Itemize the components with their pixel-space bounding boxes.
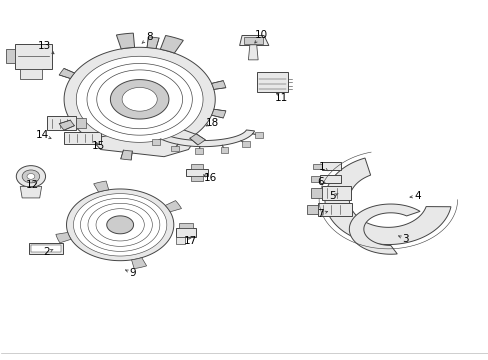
Polygon shape	[131, 258, 146, 269]
Polygon shape	[59, 68, 74, 78]
Polygon shape	[31, 245, 61, 252]
Bar	[254, 132, 262, 138]
Bar	[241, 141, 249, 147]
Text: 10: 10	[254, 30, 267, 40]
Polygon shape	[94, 181, 108, 192]
Polygon shape	[185, 168, 207, 176]
Text: 16: 16	[203, 173, 217, 183]
Polygon shape	[190, 164, 203, 168]
Polygon shape	[121, 150, 132, 160]
Polygon shape	[306, 205, 317, 214]
Polygon shape	[76, 56, 203, 142]
Polygon shape	[325, 158, 450, 244]
Polygon shape	[116, 33, 134, 49]
Polygon shape	[122, 87, 157, 111]
Polygon shape	[176, 237, 184, 244]
Polygon shape	[56, 233, 71, 243]
Circle shape	[27, 174, 35, 179]
Polygon shape	[178, 223, 193, 228]
Polygon shape	[20, 186, 41, 198]
Polygon shape	[156, 130, 254, 147]
Polygon shape	[239, 36, 268, 45]
Polygon shape	[15, 44, 52, 69]
Polygon shape	[311, 176, 320, 182]
Polygon shape	[248, 45, 258, 60]
Polygon shape	[211, 81, 225, 89]
Polygon shape	[59, 120, 74, 130]
Polygon shape	[348, 204, 419, 254]
Polygon shape	[20, 69, 42, 79]
Polygon shape	[211, 109, 225, 118]
Bar	[195, 148, 203, 154]
Text: 12: 12	[26, 180, 39, 190]
Text: 5: 5	[328, 191, 335, 201]
Bar	[171, 145, 179, 151]
Text: 17: 17	[184, 236, 197, 246]
Polygon shape	[5, 49, 15, 63]
Polygon shape	[321, 162, 340, 170]
Text: 1: 1	[319, 162, 325, 172]
Polygon shape	[190, 176, 203, 181]
Polygon shape	[189, 134, 205, 145]
Polygon shape	[73, 194, 166, 256]
Polygon shape	[256, 72, 288, 92]
Polygon shape	[64, 132, 101, 144]
Polygon shape	[147, 37, 159, 49]
Text: 15: 15	[91, 141, 104, 151]
Polygon shape	[29, 243, 63, 254]
Polygon shape	[312, 164, 321, 169]
Polygon shape	[320, 175, 340, 183]
Text: 2: 2	[43, 247, 50, 257]
Polygon shape	[81, 198, 160, 251]
Polygon shape	[317, 203, 351, 216]
Text: 7: 7	[316, 209, 323, 219]
Polygon shape	[106, 216, 133, 234]
Polygon shape	[87, 63, 192, 135]
Polygon shape	[165, 201, 181, 212]
Text: 9: 9	[129, 268, 135, 278]
Polygon shape	[96, 209, 144, 241]
Text: 11: 11	[274, 93, 287, 103]
Bar	[220, 147, 228, 153]
Polygon shape	[66, 189, 173, 261]
Text: 13: 13	[38, 41, 51, 50]
Text: 8: 8	[146, 32, 152, 41]
Polygon shape	[47, 116, 76, 130]
Circle shape	[16, 166, 45, 187]
Text: 4: 4	[413, 191, 420, 201]
Polygon shape	[321, 186, 350, 200]
Text: 14: 14	[36, 130, 49, 140]
Polygon shape	[64, 47, 215, 151]
Text: 18: 18	[206, 118, 219, 128]
Text: 6: 6	[316, 177, 323, 187]
Polygon shape	[160, 36, 183, 53]
Polygon shape	[97, 70, 182, 129]
Polygon shape	[91, 128, 198, 157]
Polygon shape	[244, 37, 263, 44]
Polygon shape	[88, 203, 152, 246]
Polygon shape	[110, 80, 168, 119]
Circle shape	[22, 170, 40, 183]
Polygon shape	[176, 228, 195, 237]
Text: 3: 3	[401, 234, 408, 244]
Polygon shape	[76, 118, 86, 128]
Bar	[151, 139, 159, 145]
Polygon shape	[310, 188, 321, 198]
